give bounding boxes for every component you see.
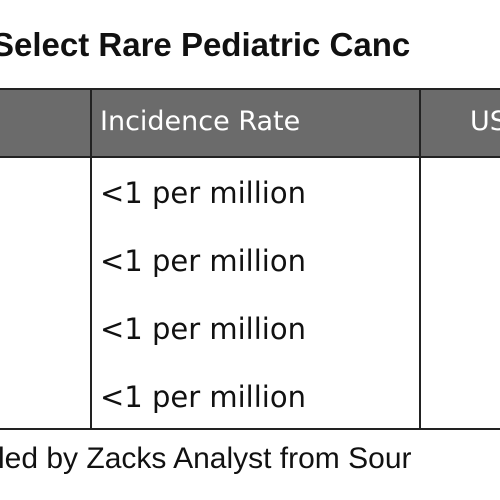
column-header-us: US bbox=[470, 106, 500, 137]
table-header-row: Incidence Rate US bbox=[0, 90, 500, 158]
table-cell-incidence-rate: <1 per million bbox=[100, 380, 306, 414]
table-cell-incidence-rate: <1 per million bbox=[100, 176, 306, 210]
table-title: Select Rare Pediatric Canc bbox=[0, 26, 411, 63]
source-note: led by Zacks Analyst from Sour bbox=[0, 442, 412, 475]
column-divider bbox=[419, 90, 421, 428]
column-header-incidence-rate: Incidence Rate bbox=[100, 106, 301, 137]
column-divider bbox=[90, 90, 92, 428]
table-cell-incidence-rate: <1 per million bbox=[100, 244, 306, 278]
table-cell-incidence-rate: <1 per million bbox=[100, 312, 306, 346]
data-table: Incidence Rate US <1 per million <1 per … bbox=[0, 88, 500, 430]
